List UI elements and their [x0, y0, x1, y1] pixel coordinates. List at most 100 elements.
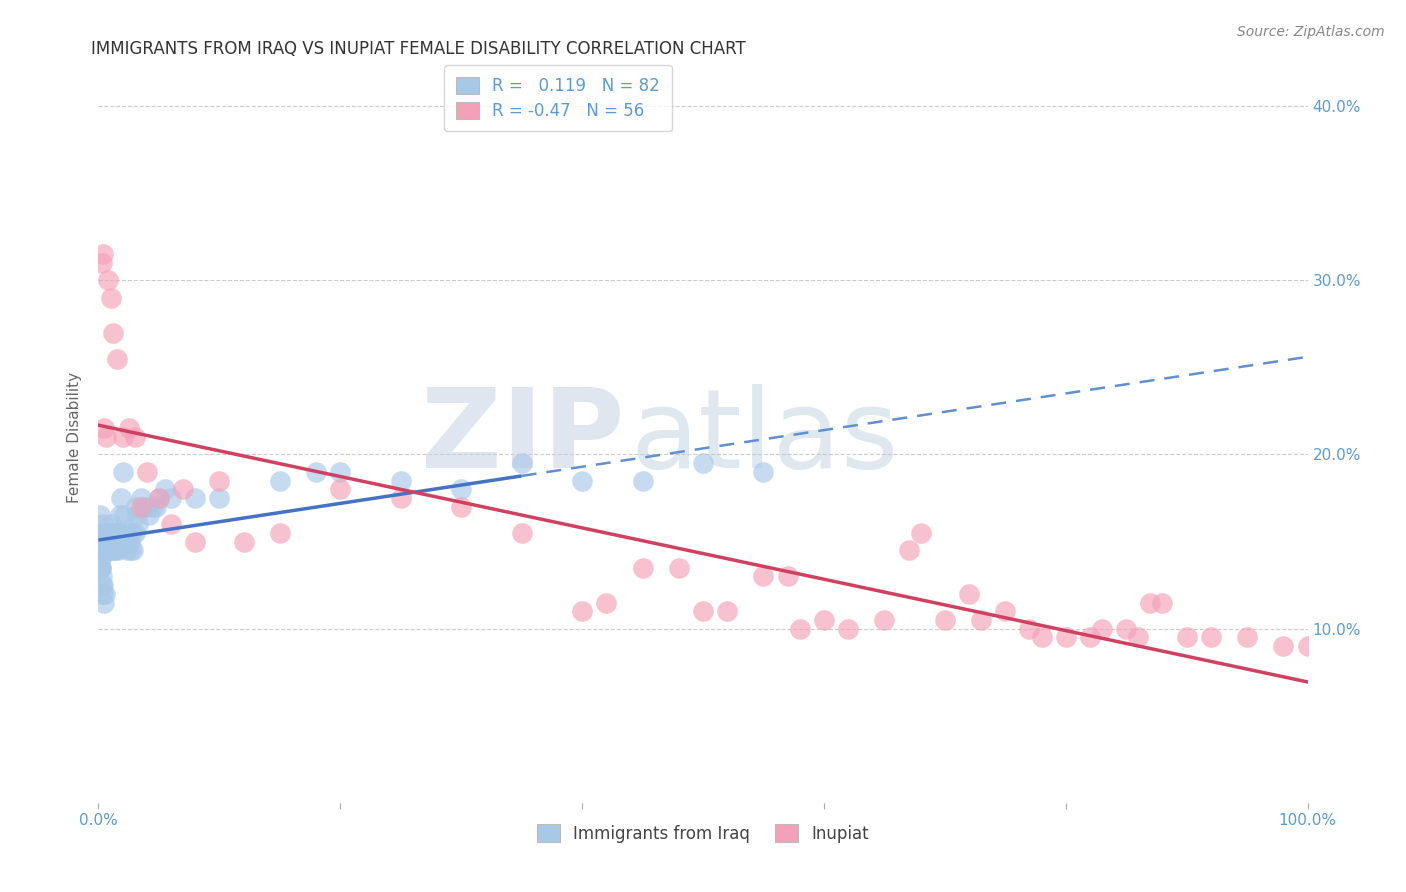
Point: [208, 491, 231, 505]
Point: [93, 587, 115, 601]
Point: [94, 525, 117, 540]
Point: [93, 595, 115, 609]
Point: [91, 256, 114, 270]
Point: [837, 622, 859, 636]
Point: [138, 508, 160, 523]
Point: [111, 430, 134, 444]
Point: [716, 604, 738, 618]
Point: [100, 534, 122, 549]
Text: IMMIGRANTS FROM IRAQ VS INUPIAT FEMALE DISABILITY CORRELATION CHART: IMMIGRANTS FROM IRAQ VS INUPIAT FEMALE D…: [91, 40, 747, 58]
Point: [101, 543, 124, 558]
Point: [957, 587, 980, 601]
Point: [105, 351, 128, 366]
Point: [97, 273, 120, 287]
Point: [1199, 631, 1222, 645]
Point: [93, 525, 115, 540]
Point: [107, 543, 129, 558]
Point: [127, 508, 149, 523]
Point: [450, 500, 472, 514]
Point: [122, 543, 145, 558]
Point: [970, 613, 993, 627]
Point: [110, 491, 132, 505]
Point: [752, 569, 775, 583]
Point: [103, 543, 125, 558]
Point: [148, 491, 170, 505]
Point: [776, 569, 799, 583]
Point: [100, 543, 122, 558]
Point: [160, 491, 183, 505]
Text: atlas: atlas: [630, 384, 898, 491]
Point: [631, 474, 654, 488]
Point: [89, 552, 111, 566]
Point: [510, 525, 533, 540]
Point: [108, 525, 131, 540]
Point: [135, 465, 157, 479]
Point: [631, 560, 654, 574]
Point: [305, 465, 328, 479]
Point: [91, 525, 114, 540]
Point: [232, 534, 254, 549]
Point: [96, 534, 118, 549]
Point: [160, 517, 183, 532]
Point: [450, 483, 472, 497]
Point: [910, 525, 932, 540]
Point: [571, 474, 593, 488]
Point: [108, 534, 131, 549]
Point: [127, 517, 149, 532]
Point: [595, 595, 617, 609]
Point: [269, 525, 291, 540]
Point: [1175, 631, 1198, 645]
Point: [329, 465, 352, 479]
Point: [148, 491, 170, 505]
Point: [1296, 639, 1319, 653]
Y-axis label: Female Disability: Female Disability: [67, 371, 83, 503]
Point: [1152, 595, 1174, 609]
Point: [96, 534, 118, 549]
Point: [94, 534, 117, 549]
Point: [1054, 631, 1077, 645]
Point: [1031, 631, 1053, 645]
Point: [1078, 631, 1101, 645]
Point: [91, 578, 114, 592]
Point: [104, 534, 127, 549]
Point: [105, 525, 128, 540]
Point: [1091, 622, 1114, 636]
Point: [1115, 622, 1137, 636]
Text: Source: ZipAtlas.com: Source: ZipAtlas.com: [1237, 25, 1385, 39]
Point: [118, 534, 141, 549]
Point: [89, 508, 111, 523]
Point: [120, 543, 142, 558]
Point: [1128, 631, 1150, 645]
Point: [118, 421, 141, 435]
Point: [124, 430, 146, 444]
Point: [112, 508, 135, 523]
Point: [692, 456, 714, 470]
Point: [91, 517, 114, 532]
Point: [571, 604, 593, 618]
Point: [1272, 639, 1295, 653]
Point: [103, 525, 125, 540]
Point: [98, 543, 121, 558]
Point: [91, 578, 114, 592]
Point: [121, 525, 143, 540]
Point: [184, 534, 207, 549]
Point: [1139, 595, 1161, 609]
Point: [101, 326, 124, 340]
Point: [108, 508, 131, 523]
Point: [118, 534, 141, 549]
Point: [153, 483, 176, 497]
Point: [873, 613, 896, 627]
Point: [97, 534, 120, 549]
Legend: Immigrants from Iraq, Inupiat: Immigrants from Iraq, Inupiat: [530, 818, 876, 849]
Text: ZIP: ZIP: [420, 384, 624, 491]
Point: [107, 534, 129, 549]
Point: [752, 465, 775, 479]
Point: [172, 483, 194, 497]
Point: [104, 543, 127, 558]
Point: [97, 543, 120, 558]
Point: [117, 543, 139, 558]
Point: [389, 474, 412, 488]
Point: [89, 560, 111, 574]
Point: [897, 543, 920, 558]
Point: [90, 560, 112, 574]
